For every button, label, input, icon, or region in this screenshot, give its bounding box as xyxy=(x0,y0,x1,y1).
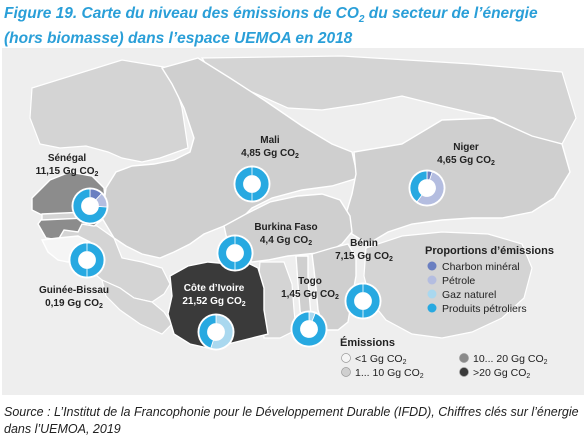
label-niger-value: 4,65 Gg CO2 xyxy=(437,155,495,167)
legend-proportion-label: Pétrole xyxy=(442,275,475,287)
title-line1-prefix: Figure 19. Carte du niveau des émissions… xyxy=(4,5,359,22)
pie-mali xyxy=(233,165,271,203)
pie-guinebissau xyxy=(68,241,106,279)
legend-emission-label: >20 Gg CO2 xyxy=(473,367,530,380)
uemoa-map: Sénégal 11,15 Gg CO2 Mali 4,85 Gg CO2 Ni… xyxy=(29,55,577,380)
legend-proportion-swatch xyxy=(427,303,437,313)
legend-emission-label: 10... 20 Gg CO2 xyxy=(473,353,548,366)
legend-proportion-label: Charbon minéral xyxy=(442,261,520,273)
pie-senegal xyxy=(71,187,109,225)
country-labels: Sénégal 11,15 Gg CO2 Mali 4,85 Gg CO2 Ni… xyxy=(36,135,495,310)
pie-slice-senegal-3 xyxy=(72,188,108,224)
title-line1-suffix: du secteur de l’énergie xyxy=(364,5,538,22)
label-benin-value: 7,15 Gg CO2 xyxy=(335,251,393,263)
pie-slice-niger-3 xyxy=(409,170,428,203)
country-shape-mali xyxy=(101,57,359,259)
label-mali-value: 4,85 Gg CO2 xyxy=(241,148,299,160)
pie-slice-benin-3 xyxy=(345,283,381,319)
pie-slice-burkina-3 xyxy=(217,235,253,271)
legend-proportion-swatch xyxy=(427,289,437,299)
legend-proportions-title: Proportions d’émissions xyxy=(425,245,554,257)
title-subscript: 2 xyxy=(358,14,365,26)
country-shape-benin xyxy=(311,243,357,331)
label-mali-name: Mali xyxy=(260,135,280,146)
pie-burkina xyxy=(216,234,254,272)
legend-emission-swatch xyxy=(459,367,469,377)
pie-slice-togo-3 xyxy=(291,311,327,347)
pie-slice-niger-1 xyxy=(416,171,445,206)
region-algeria-libya xyxy=(200,55,577,145)
label-senegal-value: 11,15 Gg CO2 xyxy=(36,166,99,178)
source-note: Source : L’Institut de la Francophonie p… xyxy=(4,405,579,436)
legend-emission-swatch xyxy=(341,367,351,377)
legend-emission-label: <1 Gg CO2 xyxy=(355,353,407,366)
pie-niger xyxy=(408,169,446,207)
label-togo-value: 1,45 Gg CO2 xyxy=(281,289,339,301)
legend-proportion-label: Produits pétroliers xyxy=(442,303,527,315)
legend-emissions-title: Émissions xyxy=(340,336,395,349)
title-line2: (hors biomasse) dans l’espace UEMOA en 2… xyxy=(4,30,353,48)
label-burkina-value: 4,4 Gg CO2 xyxy=(260,235,312,247)
pie-slice-cotedivoire-3 xyxy=(198,314,217,349)
label-cotedivoire-value: 21,52 Gg CO2 xyxy=(182,296,245,308)
legend-proportion-swatch xyxy=(427,275,437,285)
country-shape-niger xyxy=(345,117,571,245)
label-guinebissau-value: 0,19 Gg CO2 xyxy=(45,298,103,310)
label-niger-name: Niger xyxy=(453,142,479,153)
pie-layer xyxy=(68,165,446,351)
legend-proportion-swatch xyxy=(427,261,437,271)
label-senegal-name: Sénégal xyxy=(48,153,87,164)
pie-slice-mali-3 xyxy=(234,166,270,202)
label-benin-name: Bénin xyxy=(350,238,378,249)
pie-togo xyxy=(290,310,328,348)
pie-slice-guinebissau-3 xyxy=(69,242,105,278)
region-mauritania xyxy=(29,59,189,163)
legend-proportions: Proportions d’émissions Charbon minéral P… xyxy=(425,245,554,315)
pie-cotedivoire xyxy=(197,313,235,351)
legend-emission-swatch xyxy=(341,353,351,363)
label-guinebissau-name: Guinée-Bissau xyxy=(39,285,109,296)
legend-proportion-label: Gaz naturel xyxy=(442,289,496,301)
figure-title: Figure 19. Carte du niveau des émissions… xyxy=(4,4,582,48)
legend-emission-swatch xyxy=(459,353,469,363)
legend-emission-label: 1... 10 Gg CO2 xyxy=(355,367,424,380)
label-togo-name: Togo xyxy=(298,276,322,287)
pie-benin xyxy=(344,282,382,320)
map-panel: Sénégal 11,15 Gg CO2 Mali 4,85 Gg CO2 Ni… xyxy=(2,48,584,395)
label-burkina-name: Burkina Faso xyxy=(254,222,317,233)
label-cotedivoire-name: Côte d’Ivoire xyxy=(184,283,245,294)
